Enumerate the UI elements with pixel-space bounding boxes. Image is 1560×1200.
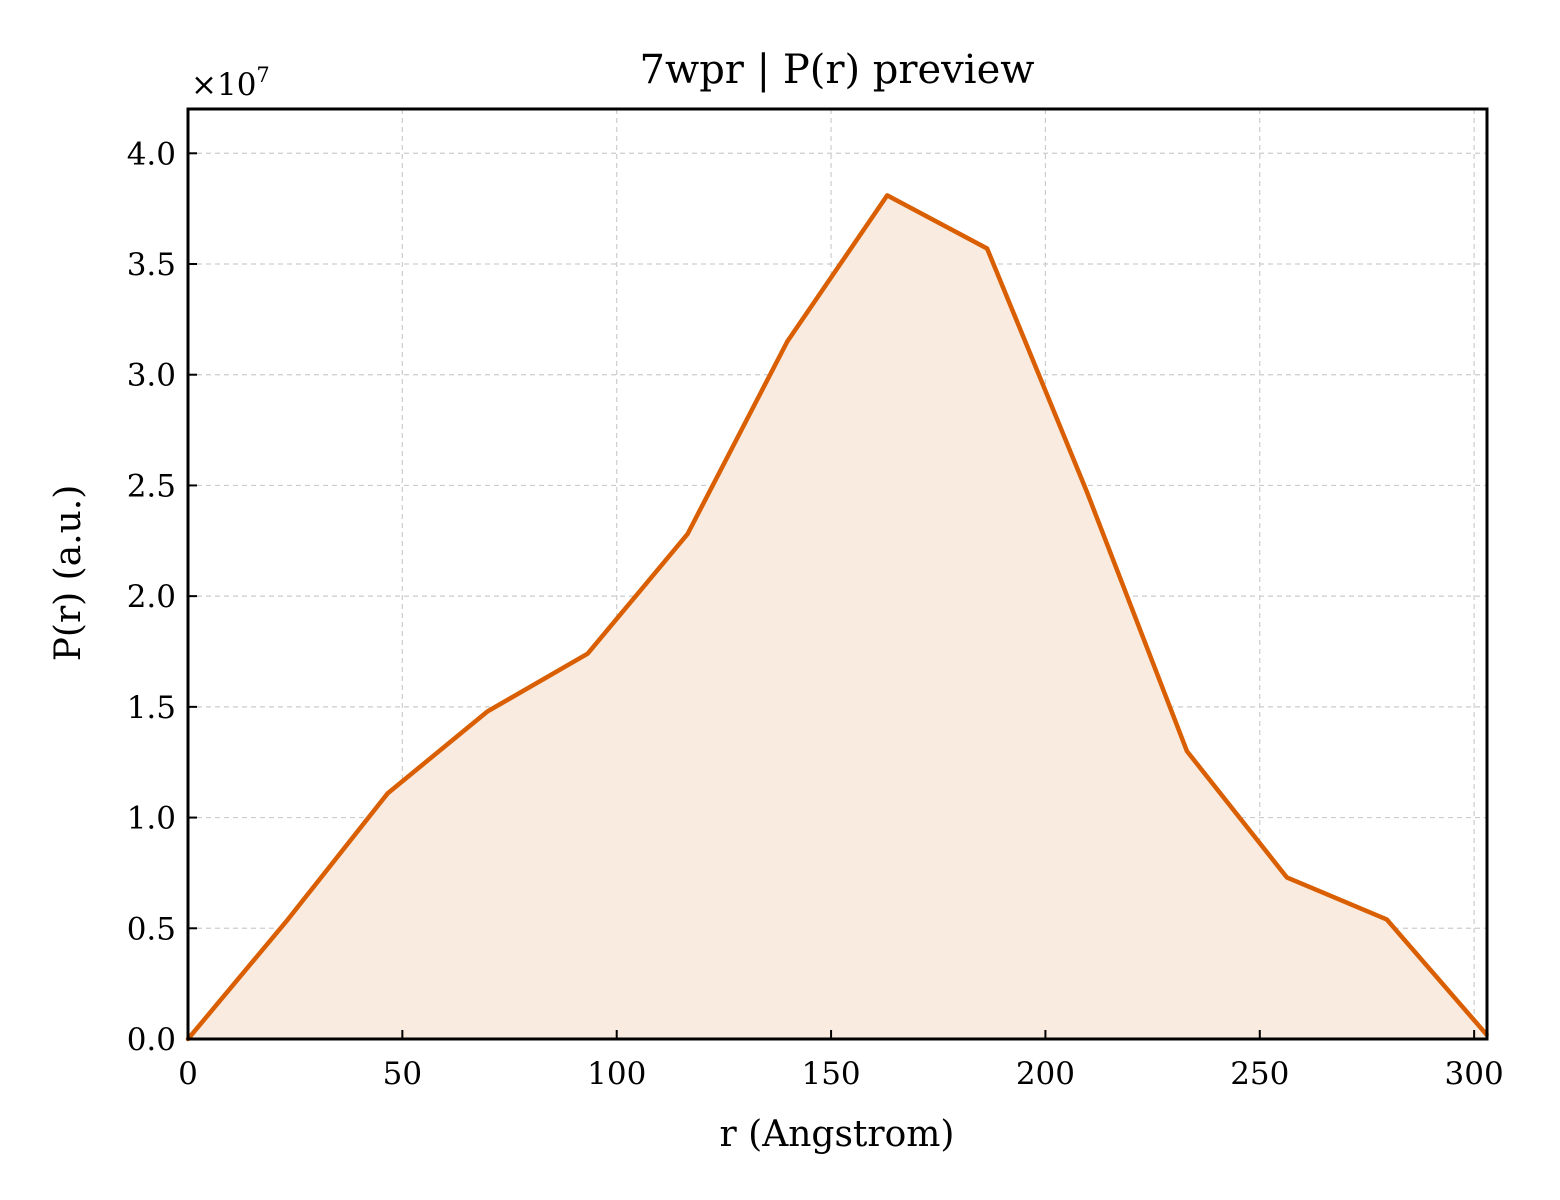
y-tick-label: 1.0 bbox=[127, 801, 176, 837]
y-axis-label: P(r) (a.u.) bbox=[48, 485, 89, 662]
x-axis-label: r (Angstrom) bbox=[720, 1114, 955, 1155]
x-tick-label: 50 bbox=[383, 1056, 422, 1092]
y-tick-label: 4.0 bbox=[127, 136, 176, 172]
y-tick-label: 0.0 bbox=[127, 1022, 176, 1058]
y-tick-label: 3.5 bbox=[127, 247, 176, 283]
y-tick-label: 0.5 bbox=[127, 911, 176, 947]
tick-labels: 0 50 100 150 200 250 300 0.0 0.5 1.0 1.5 2.0 2.5 3.0 3… bbox=[127, 136, 1504, 1092]
y-tick-label: 2.0 bbox=[127, 579, 176, 615]
area-fill bbox=[188, 195, 1487, 1039]
y-multiplier: ×107 bbox=[191, 63, 270, 103]
x-tick-label: 100 bbox=[587, 1056, 646, 1092]
y-multiplier-exponent: 7 bbox=[256, 63, 269, 87]
y-tick-label: 3.0 bbox=[127, 358, 176, 394]
ticks bbox=[187, 152, 1476, 1040]
x-tick-label: 250 bbox=[1230, 1056, 1289, 1092]
series-line bbox=[185, 193, 1489, 1042]
y-multiplier-base: ×10 bbox=[191, 67, 256, 103]
chart-title: 7wpr | P(r) preview bbox=[640, 47, 1035, 93]
x-tick-label: 300 bbox=[1445, 1056, 1504, 1092]
x-tick-label: 200 bbox=[1016, 1056, 1075, 1092]
x-tick-label: 150 bbox=[801, 1056, 860, 1092]
y-tick-label: 2.5 bbox=[127, 468, 176, 504]
x-tick-label: 0 bbox=[178, 1056, 198, 1092]
plot-frame bbox=[186, 107, 1489, 1041]
y-tick-label: 1.5 bbox=[127, 690, 176, 726]
